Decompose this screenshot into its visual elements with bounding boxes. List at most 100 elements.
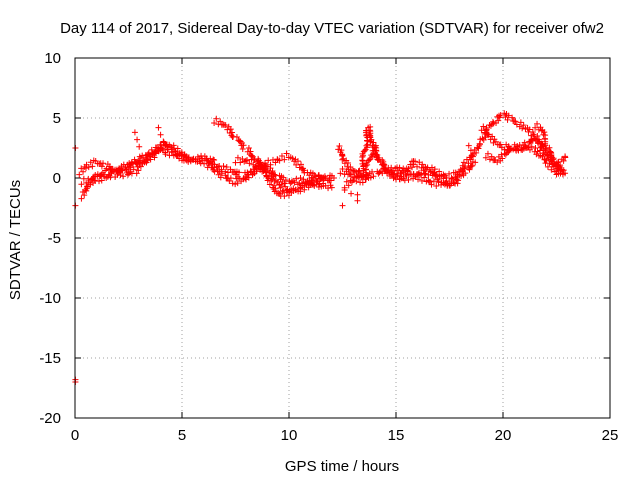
arc-i-point — [465, 160, 472, 167]
arc-m-point — [499, 155, 506, 162]
arc-n-point — [534, 120, 541, 127]
arc-e-point — [253, 168, 260, 175]
arc-g-point — [281, 180, 288, 187]
arc-g-point — [282, 176, 289, 183]
arc-m-point — [535, 136, 542, 143]
arc-m-point — [506, 147, 513, 154]
arc-h-point — [433, 182, 440, 189]
arc-c-point — [137, 155, 144, 162]
arc-h-point — [418, 177, 425, 184]
arc-d-point — [294, 158, 301, 165]
arc-j-point — [337, 170, 344, 177]
data-points — [72, 110, 569, 385]
arc-c-point — [118, 165, 125, 172]
arc-h-point — [472, 159, 479, 166]
arc-a-point — [78, 195, 85, 202]
arc-n-point — [532, 124, 539, 131]
arc-l-point — [548, 166, 555, 173]
arc-f-point — [222, 122, 229, 129]
arc-i-point — [364, 161, 371, 168]
arc-d-point — [194, 153, 201, 160]
arc-c-point — [172, 148, 179, 155]
y-tick-label: -15 — [39, 350, 61, 367]
arc-e-point — [294, 181, 301, 188]
arc-e-point — [214, 163, 221, 170]
arc-c-point — [127, 164, 134, 171]
arc-l-point — [497, 141, 504, 148]
arc-j-point — [386, 172, 393, 179]
arc-k-point — [475, 145, 482, 152]
arc-g-point — [316, 180, 323, 187]
arc-m-point — [562, 153, 569, 160]
arc-i-point — [345, 182, 352, 189]
x-tick-label: 0 — [71, 427, 79, 444]
arc-g-point — [257, 159, 264, 166]
x-tick-label: 15 — [388, 427, 405, 444]
spike-neg-point — [341, 187, 348, 193]
arc-j-point — [440, 175, 447, 182]
arc-c-point — [160, 138, 167, 145]
arc-d-point — [211, 168, 218, 175]
spike-neg-point — [348, 190, 355, 197]
arc-h-point — [469, 162, 476, 169]
arc-k-point — [489, 118, 496, 125]
arc-j-point — [339, 166, 346, 173]
y-tick-label: 10 — [44, 50, 61, 67]
arc-l-point — [534, 148, 541, 155]
arc-b-point — [89, 163, 96, 170]
arc-j-point — [353, 169, 360, 176]
arc-c-point — [97, 172, 104, 179]
arc-l-point — [485, 131, 492, 138]
arc-a-point — [210, 156, 217, 163]
arc-f-point — [297, 188, 304, 195]
arc-j-point — [436, 173, 443, 180]
arc-c-point — [78, 181, 85, 188]
spike-neg-point — [354, 191, 361, 198]
arc-a-point — [81, 192, 88, 199]
arc-c-point — [159, 145, 166, 152]
arc-c-point — [152, 148, 159, 155]
arc-d-point — [196, 158, 203, 165]
arc-i-point — [412, 158, 419, 165]
arc-k-point — [520, 122, 527, 129]
arc-d-point — [298, 161, 305, 168]
arc-g-point — [263, 163, 270, 170]
y-tick-label: -20 — [39, 410, 61, 427]
arc-g-point — [242, 157, 249, 164]
arc-f-point — [249, 153, 256, 160]
arc-f-point — [281, 193, 288, 200]
arc-g-point — [313, 178, 320, 185]
arc-f-point — [247, 148, 254, 155]
arc-f-point — [240, 142, 247, 149]
arc-h-point — [345, 160, 352, 167]
spike-pos-point — [365, 124, 372, 131]
arc-d-point — [278, 152, 285, 159]
arc-j-point — [420, 167, 427, 174]
arc-f-point — [213, 115, 220, 122]
spike-pos-point — [367, 139, 374, 145]
arc-n-point — [541, 129, 548, 136]
arc-j-point — [394, 172, 401, 179]
arc-b-point — [120, 173, 127, 180]
arc-g-point — [298, 180, 305, 187]
arc-c-point — [168, 146, 175, 153]
arc-e-point — [236, 169, 243, 176]
arc-j-point — [438, 179, 445, 186]
x-tick-label: 10 — [281, 427, 298, 444]
arc-k-point — [476, 141, 483, 148]
arc-j-point — [427, 168, 434, 175]
arc-m-point — [482, 154, 489, 161]
grid-lines — [75, 58, 610, 418]
arc-h-point — [415, 176, 422, 183]
arc-f-point — [275, 189, 282, 196]
arc-c-point — [174, 145, 181, 152]
arc-j-point — [360, 152, 367, 159]
arc-g-point — [307, 180, 314, 187]
x-tick-label: 5 — [178, 427, 186, 444]
arc-c-point — [170, 142, 177, 149]
arc-m-point — [505, 144, 512, 151]
arc-m-point — [484, 150, 491, 157]
arc-i-point — [410, 161, 417, 168]
x-axis-label: GPS time / hours — [285, 458, 399, 475]
arc-b-point — [100, 160, 107, 167]
